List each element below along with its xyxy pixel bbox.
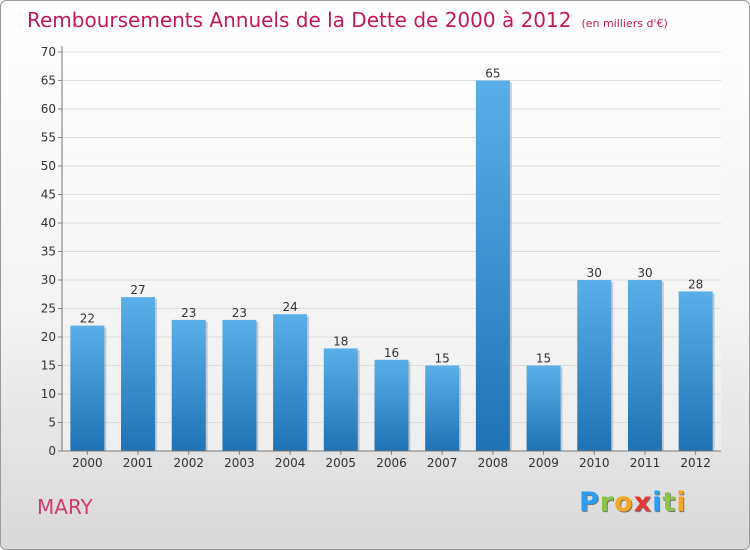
x-tick-label: 2009 (528, 456, 559, 470)
bar-2009 (526, 365, 561, 451)
bar-2001 (121, 297, 156, 451)
y-tick-label: 0 (48, 444, 56, 458)
x-tick-label: 2005 (326, 456, 357, 470)
bar-2011 (627, 280, 662, 451)
logo-letter: o (614, 487, 634, 518)
x-tick-label: 2004 (275, 456, 306, 470)
bar-2002 (171, 319, 206, 451)
bar-value-label: 30 (637, 266, 652, 280)
x-tick-label: 2002 (173, 456, 204, 470)
bar-value-label: 27 (130, 283, 145, 297)
proxiti-logo[interactable]: Proxiti (579, 487, 687, 518)
y-tick-label: 10 (41, 387, 56, 401)
x-tick-label: 2000 (72, 456, 103, 470)
bar-2003 (222, 319, 257, 451)
logo-letter: t (662, 487, 677, 518)
y-tick-label: 20 (41, 330, 56, 344)
bar-value-label: 24 (282, 300, 297, 314)
bar-value-label: 18 (333, 334, 348, 348)
y-tick-label: 55 (41, 131, 56, 145)
y-tick-label: 40 (41, 216, 56, 230)
bar-value-label: 15 (536, 352, 551, 366)
bar-value-label: 15 (435, 352, 450, 366)
x-tick-label: 2008 (478, 456, 509, 470)
x-tick-label: 2001 (123, 456, 154, 470)
y-tick-label: 60 (41, 102, 56, 116)
logo-letter: i (652, 487, 663, 518)
x-tick-label: 2012 (680, 456, 711, 470)
bar-value-label: 28 (688, 277, 703, 291)
logo-letter: r (599, 487, 615, 518)
bar-value-label: 22 (80, 312, 95, 326)
x-tick-label: 2006 (376, 456, 407, 470)
bar-value-label: 30 (587, 266, 602, 280)
y-tick-label: 50 (41, 159, 56, 173)
bar-2010 (577, 280, 612, 451)
y-tick-label: 30 (41, 273, 56, 287)
x-tick-label: 2007 (427, 456, 458, 470)
bar-2000 (70, 325, 105, 451)
y-tick-label: 15 (41, 359, 56, 373)
bar-2004 (273, 314, 308, 451)
bar-value-label: 23 (232, 306, 247, 320)
logo-letter: P (579, 487, 600, 518)
bar-value-label: 23 (181, 306, 196, 320)
bar-2012 (678, 291, 713, 451)
y-tick-label: 5 (48, 416, 56, 430)
chart-title-text: Remboursements Annuels de la Dette de 20… (27, 8, 572, 32)
x-tick-label: 2011 (630, 456, 661, 470)
bar-value-label: 16 (384, 346, 399, 360)
chart-title: Remboursements Annuels de la Dette de 20… (27, 8, 668, 32)
x-tick-label: 2003 (224, 456, 255, 470)
x-tick-label: 2010 (579, 456, 610, 470)
bar-value-label: 65 (485, 67, 500, 81)
chart-subtitle: (en milliers d'€) (581, 17, 668, 30)
y-tick-label: 70 (41, 45, 56, 59)
city-name: MARY (37, 495, 93, 519)
bar-2007 (425, 365, 460, 451)
bar-2005 (323, 348, 358, 451)
bar-2008 (475, 80, 510, 451)
y-tick-label: 35 (41, 245, 56, 259)
y-tick-label: 45 (41, 188, 56, 202)
bar-2006 (374, 359, 409, 451)
y-tick-label: 25 (41, 302, 56, 316)
y-tick-label: 65 (41, 74, 56, 88)
logo-letter: x (633, 487, 653, 518)
logo-letter: i (676, 487, 687, 518)
